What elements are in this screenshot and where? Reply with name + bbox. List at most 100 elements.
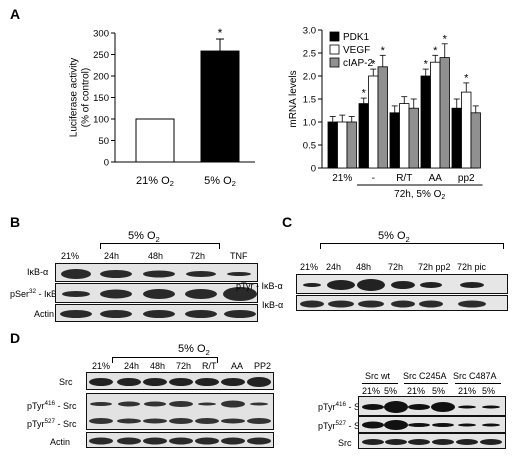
panel-b-bracket [100, 243, 220, 249]
panel-label-a: A [10, 6, 21, 22]
x-tick-label: pp2 [458, 173, 475, 184]
y-tick-label: 3.0 [303, 26, 316, 37]
lane-label: 21% [92, 361, 111, 371]
lane-label: 5% [432, 386, 446, 396]
blot-row-label: pTyr416 - Src [27, 400, 77, 411]
y-tick-label: 2.5 [303, 49, 316, 60]
bar [135, 118, 175, 163]
group-label: Src C245A [403, 371, 447, 381]
panel-b-header: 5% O2 [128, 230, 160, 245]
x-tick-label: - [372, 173, 375, 184]
blot-strip [296, 295, 508, 311]
luciferase-chart: 0 50 100 150 200 250 300 Luciferase activity(% … [69, 26, 255, 188]
group-label: Src wt [365, 371, 391, 381]
group-underline [404, 383, 448, 384]
lane-label: 48h [150, 361, 166, 371]
y-tick-label: 200 [93, 72, 109, 83]
blot-strip [86, 372, 274, 390]
bar [200, 50, 240, 163]
y-tick-label: 2.0 [303, 72, 316, 83]
x-tick-label: 21% O2 [136, 175, 174, 188]
blot-strip [86, 432, 274, 448]
lane-label: 5% [482, 386, 496, 396]
lane-label: 72h [176, 361, 192, 371]
blot-row-label: Src [338, 438, 352, 448]
legend-swatch [329, 44, 340, 55]
panel-c-bracket [320, 243, 504, 249]
lane-label: AA [231, 361, 244, 371]
lane-label: 21% [458, 386, 477, 396]
x-tick-label: 21% [332, 173, 352, 184]
blot-row-label: pTyr - IκB-α [236, 281, 283, 291]
significance-marker: * [464, 72, 469, 84]
lane-label: 24h [326, 262, 342, 272]
panel-c-header: 5% O2 [378, 230, 410, 245]
blot-strip [358, 416, 506, 433]
panel-label-d: D [10, 330, 21, 346]
blot-row-label: pSer32 - IκB-α [10, 288, 66, 299]
blot-row-label: Src [59, 377, 73, 387]
blot-row-label: pTyr527 - Src [27, 418, 77, 429]
y-axis-label: mRNA levels [288, 70, 299, 127]
y-tick-label: 0 [311, 164, 316, 175]
lane-label: 21% [61, 251, 80, 261]
blot-strip [296, 274, 508, 294]
significance-marker: * [443, 33, 448, 45]
y-tick-label: 0 [104, 158, 109, 169]
y-axis-label: Luciferase activity(% of control) [69, 58, 92, 137]
group-caption: 72h, 5% O2 [394, 189, 445, 201]
blot-row-label: Actin [34, 309, 55, 319]
lane-label: 72h [388, 262, 404, 272]
legend-swatch [329, 31, 340, 42]
significance-marker: * [381, 45, 386, 57]
x-tick-label: R/T [396, 173, 412, 184]
y-tick-label: 1.5 [303, 95, 316, 106]
y-tick-label: 150 [93, 93, 109, 104]
panel-label-b: B [10, 214, 21, 230]
blot-strip [55, 304, 258, 322]
significance-marker: * [433, 45, 438, 57]
lane-label: 5% [384, 386, 398, 396]
significance-marker: * [218, 26, 223, 40]
blot-strip [55, 263, 258, 282]
y-tick-label: 250 [93, 50, 109, 61]
blot-row-label: IκB-α [262, 300, 284, 310]
lane-label: 21% [407, 386, 426, 396]
blot-strip [55, 283, 258, 303]
lane-label: 24h [104, 251, 120, 261]
legend-swatch [329, 57, 340, 68]
lane-label: PP2 [254, 361, 272, 371]
significance-marker: * [371, 59, 376, 71]
panel-label-c: C [282, 214, 293, 230]
legend-label: PDK1 [343, 32, 370, 43]
significance-marker: * [362, 88, 367, 100]
panel-c-western-blot: 5% O2 21% 24h 48h 72h 72h pp2 72h pic pT… [236, 230, 508, 311]
lane-label: 21% [362, 386, 381, 396]
blot-strip [358, 433, 506, 449]
lane-label: 48h [148, 251, 164, 261]
y-tick-label: 100 [93, 115, 109, 126]
panel-d-bracket [112, 357, 218, 363]
panel-d-header: 5% O2 [178, 343, 210, 358]
y-tick-label: 1.0 [303, 118, 316, 129]
y-tick-label: 50 [98, 136, 109, 147]
mrna-chart: 0 0.5 1.0 1.5 2.0 2.5 3.0 mRNA levels 21% * * * - R/T… [288, 26, 483, 201]
group-underline [362, 383, 398, 384]
y-tick-label: 300 [93, 29, 109, 40]
legend-label: VEGF [343, 45, 370, 56]
lane-label: R/T [202, 361, 217, 371]
panel-b-western-blot: 5% O2 21% 24h 48h 72h TNF IκB-α pSer32 -… [0, 0, 280, 330]
x-tick-label: AA [429, 173, 443, 184]
lane-label: 72h [190, 251, 206, 261]
y-tick-label: 0.5 [303, 141, 316, 152]
blot-row-label: IκB-α [27, 267, 49, 277]
panel-a-charts: 0 50 100 150 200 250 300 Luciferase activity(% … [69, 26, 483, 201]
blot-strip [358, 396, 506, 416]
lane-label: 21% [300, 262, 319, 272]
lane-label: 72h pp2 [418, 262, 451, 272]
blot-row-label: Actin [50, 437, 71, 447]
group-label: Src C487A [453, 371, 497, 381]
lane-label: 24h [124, 361, 140, 371]
x-tick-label: 5% O2 [204, 175, 236, 188]
